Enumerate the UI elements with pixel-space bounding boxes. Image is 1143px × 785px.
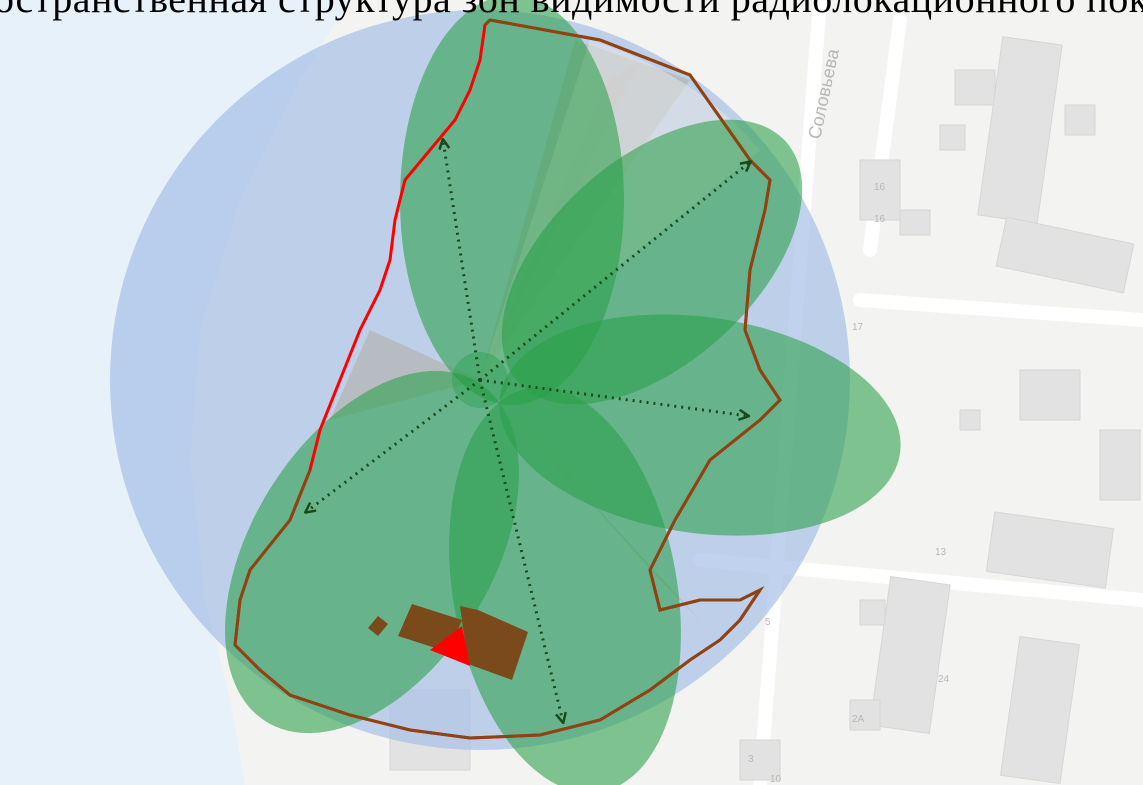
green-radiation-lobes [225,0,901,785]
dotted-arrow-icon [479,162,750,382]
house-number: 24 [938,674,950,685]
dotted-arrow-icon [306,378,481,512]
coverage-outline-brown [233,18,782,740]
house-number: 5 [765,617,771,628]
house-number: 16 [874,214,886,225]
house-number: 10 [770,774,782,785]
dotted-arrow-icon [479,378,748,416]
house-number: 13 [935,547,947,558]
house-number: 16 [874,182,886,193]
dotted-arrow-icon [478,379,563,722]
direction-arrows [306,140,750,722]
house-number: 17 [852,322,864,333]
house-number: 3 [748,754,754,765]
house-number: 2А [852,714,865,725]
map-buildings [389,36,1141,785]
site-buildings [368,604,528,680]
